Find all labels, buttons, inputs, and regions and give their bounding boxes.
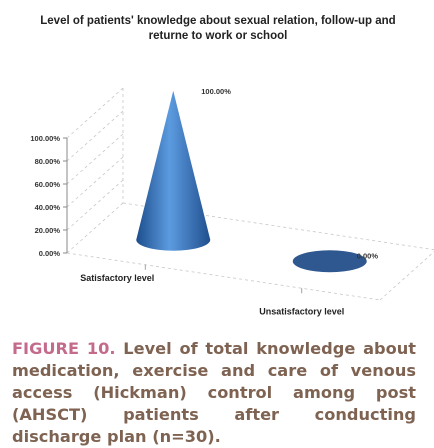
category-label: Satisfactory level xyxy=(80,273,154,283)
y-tick-label: 40.00% xyxy=(35,203,61,212)
y-tick-label: 100.00% xyxy=(30,134,60,143)
gridline xyxy=(66,202,124,254)
gridline xyxy=(66,133,124,185)
cone-chart: 0.00% 20.00% 40.00% 60.00% 80.00% 100.00% 100.… xyxy=(30,87,434,316)
floor-front-edge xyxy=(66,252,381,301)
gridline xyxy=(66,110,124,162)
y-tick-label: 20.00% xyxy=(35,226,61,235)
chart-title: Level of patients' knowledge about sexua… xyxy=(40,15,396,42)
gridline xyxy=(66,156,124,208)
data-label: 100.00% xyxy=(201,87,231,96)
y-tick-label: 0.00% xyxy=(39,249,61,258)
cone-base-zero xyxy=(292,250,367,273)
floor-back-edge xyxy=(122,202,434,251)
figure-label: FIGURE 10. xyxy=(12,339,116,358)
data-label: 0.00% xyxy=(357,251,379,260)
y-tick-label: 80.00% xyxy=(35,157,61,166)
gridline xyxy=(66,179,124,231)
y-tick-label: 60.00% xyxy=(35,180,61,189)
gridline xyxy=(66,87,124,139)
floor-side-edge xyxy=(379,251,434,301)
cone-bar xyxy=(136,90,211,251)
category-label: Unsatisfactory level xyxy=(259,306,344,316)
